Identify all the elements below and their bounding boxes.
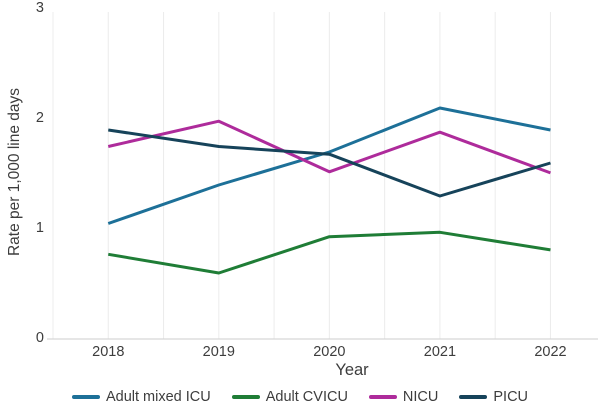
legend-item-adult-mixed-icu: Adult mixed ICU <box>71 389 211 405</box>
y-tick-label: 2 <box>35 110 44 126</box>
legend-item-picu: PICU <box>459 389 528 405</box>
legend-label: PICU <box>493 389 529 405</box>
x-tick-label: 2021 <box>423 344 457 360</box>
legend-swatch <box>368 395 397 399</box>
x-tick-label: 2018 <box>92 344 125 360</box>
legend: Adult mixed ICU Adult CVICU NICU PICU <box>0 389 600 405</box>
y-tick-label: 0 <box>35 330 44 346</box>
legend-label: NICU <box>402 389 439 405</box>
y-tick-label: 3 <box>35 0 44 16</box>
series-line-adult-mixed-icu <box>107 106 551 225</box>
x-tick-label: 2020 <box>313 344 346 360</box>
series-line-nicu <box>107 119 551 175</box>
x-tick-label: 2019 <box>202 344 235 360</box>
legend-swatch <box>71 395 100 399</box>
y-tick-label: 1 <box>35 220 44 236</box>
legend-item-adult-cvicu: Adult CVICU <box>231 389 348 405</box>
series-line-picu <box>108 128 551 198</box>
legend-label: Adult mixed ICU <box>105 389 211 405</box>
x-tick-label: 2022 <box>534 344 567 360</box>
legend-item-nicu: NICU <box>368 389 439 405</box>
series-line-adult-cvicu <box>108 230 551 275</box>
x-axis-title: Year <box>335 361 369 379</box>
legend-label: Adult CVICU <box>265 389 348 405</box>
legend-swatch <box>231 395 260 399</box>
legend-swatch <box>459 395 488 399</box>
